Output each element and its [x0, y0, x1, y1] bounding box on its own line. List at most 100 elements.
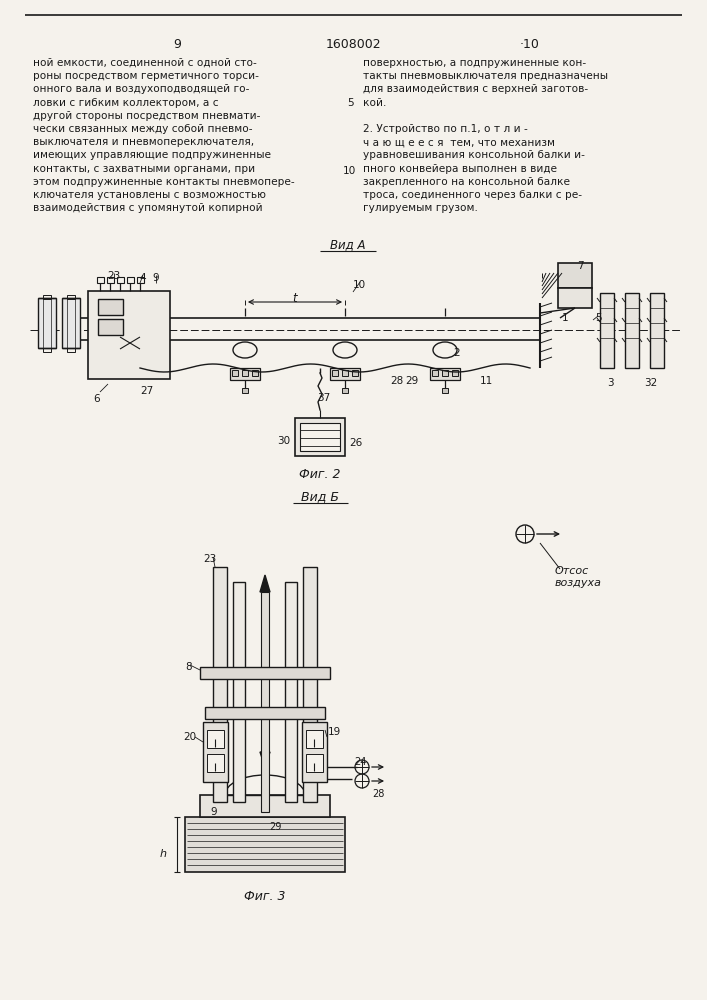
Text: 27: 27	[140, 386, 153, 396]
Text: 26: 26	[349, 438, 362, 448]
Text: 5: 5	[595, 313, 602, 323]
Bar	[285, 582, 297, 802]
Text: 23: 23	[107, 271, 121, 281]
Bar	[442, 370, 448, 376]
Text: 29: 29	[405, 376, 419, 386]
Text: 2. Устройство по п.1, о т л и -: 2. Устройство по п.1, о т л и -	[363, 124, 527, 134]
Text: 9: 9	[153, 273, 159, 283]
Bar	[242, 370, 248, 376]
Text: 10: 10	[344, 166, 357, 176]
Text: 30: 30	[277, 436, 290, 446]
Ellipse shape	[115, 334, 145, 352]
Text: этом подпружиненные контакты пневмопере-: этом подпружиненные контакты пневмопере-	[33, 177, 295, 187]
Text: ключателя установлены с возможностью: ключателя установлены с возможностью	[33, 190, 266, 200]
Text: 5: 5	[346, 98, 354, 108]
Text: Вид Б: Вид Б	[301, 490, 339, 503]
Bar	[295, 418, 345, 456]
Bar	[98, 319, 123, 335]
Text: 6: 6	[93, 394, 100, 404]
Text: 10: 10	[353, 280, 366, 290]
Text: роны посредством герметичного торси-: роны посредством герметичного торси-	[33, 71, 259, 81]
Text: гулируемым грузом.: гулируемым грузом.	[363, 203, 478, 213]
Bar	[600, 293, 614, 368]
Text: кой.: кой.	[363, 98, 386, 108]
Bar	[430, 368, 460, 380]
Text: 37: 37	[317, 393, 330, 403]
Bar	[332, 370, 338, 376]
Text: 1608002: 1608002	[325, 38, 381, 51]
Bar	[232, 370, 238, 376]
Text: 29: 29	[269, 822, 281, 832]
Text: 20: 20	[183, 732, 196, 742]
Text: уравновешивания консольной балки и-: уравновешивания консольной балки и-	[363, 150, 585, 160]
Bar	[306, 730, 323, 748]
Bar	[205, 707, 325, 719]
Bar	[200, 667, 330, 679]
Text: 19: 19	[328, 727, 341, 737]
Bar	[43, 295, 51, 299]
Text: 3: 3	[607, 378, 614, 388]
Bar	[97, 277, 104, 283]
Text: Отсос
воздуха: Отсос воздуха	[555, 566, 602, 588]
Bar	[302, 722, 327, 782]
Bar	[558, 288, 592, 308]
Bar	[67, 295, 75, 299]
Bar	[62, 298, 80, 348]
Bar	[442, 388, 448, 393]
Bar	[127, 277, 134, 283]
Text: для взаимодействия с верхней заготов-: для взаимодействия с верхней заготов-	[363, 84, 588, 94]
Bar	[67, 348, 75, 352]
Text: выключателя и пневмопереключателя,: выключателя и пневмопереключателя,	[33, 137, 254, 147]
Text: 11: 11	[480, 376, 493, 386]
Text: ловки с гибким коллектором, а с: ловки с гибким коллектором, а с	[33, 98, 218, 108]
Bar	[207, 754, 224, 772]
Text: 23: 23	[203, 554, 216, 564]
Text: контакты, с захватными органами, при: контакты, с захватными органами, при	[33, 164, 255, 174]
Text: троса, соединенного через балки с ре-: троса, соединенного через балки с ре-	[363, 190, 582, 200]
Text: 28: 28	[390, 376, 403, 386]
Text: ч а ю щ е е с я  тем, что механизм: ч а ю щ е е с я тем, что механизм	[363, 137, 555, 147]
Text: онного вала и воздухоподводящей го-: онного вала и воздухоподводящей го-	[33, 84, 250, 94]
Text: 2: 2	[453, 348, 460, 358]
Text: 7: 7	[577, 261, 583, 271]
Bar	[261, 592, 269, 812]
Text: 8: 8	[185, 662, 192, 672]
Text: такты пневмовыключателя предназначены: такты пневмовыключателя предназначены	[363, 71, 608, 81]
Bar	[43, 348, 51, 352]
Text: t: t	[293, 292, 298, 305]
Text: 28: 28	[372, 789, 385, 799]
Text: чески связанных между собой пневмо-: чески связанных между собой пневмо-	[33, 124, 252, 134]
Bar	[558, 263, 592, 288]
Text: 9: 9	[173, 38, 181, 51]
Bar	[303, 567, 317, 802]
Bar	[432, 370, 438, 376]
Text: поверхностью, а подпружиненные кон-: поверхностью, а подпружиненные кон-	[363, 58, 586, 68]
Bar	[242, 388, 248, 393]
Bar	[233, 582, 245, 802]
Text: Фиг. 2: Фиг. 2	[299, 468, 341, 481]
Text: 24: 24	[354, 757, 366, 767]
Text: 32: 32	[644, 378, 658, 388]
Bar	[452, 370, 458, 376]
Bar	[117, 277, 124, 283]
Bar	[342, 388, 348, 393]
Text: пного конвейера выполнен в виде: пного конвейера выполнен в виде	[363, 164, 557, 174]
Bar	[200, 795, 330, 817]
Bar	[306, 754, 323, 772]
Bar	[230, 368, 260, 380]
Bar	[207, 730, 224, 748]
Bar	[203, 722, 228, 782]
Bar	[88, 291, 170, 379]
Polygon shape	[260, 575, 270, 592]
Text: другой стороны посредством пневмати-: другой стороны посредством пневмати-	[33, 111, 260, 121]
Text: 9: 9	[210, 807, 216, 817]
Bar	[213, 567, 227, 802]
Bar	[342, 370, 348, 376]
Text: ·10: ·10	[520, 38, 540, 51]
Bar	[352, 370, 358, 376]
Text: закрепленного на консольной балке: закрепленного на консольной балке	[363, 177, 570, 187]
Bar	[650, 293, 664, 368]
Text: Вид А: Вид А	[330, 238, 366, 251]
Text: ной емкости, соединенной с одной сто-: ной емкости, соединенной с одной сто-	[33, 58, 257, 68]
Text: Фиг. 3: Фиг. 3	[244, 890, 286, 903]
